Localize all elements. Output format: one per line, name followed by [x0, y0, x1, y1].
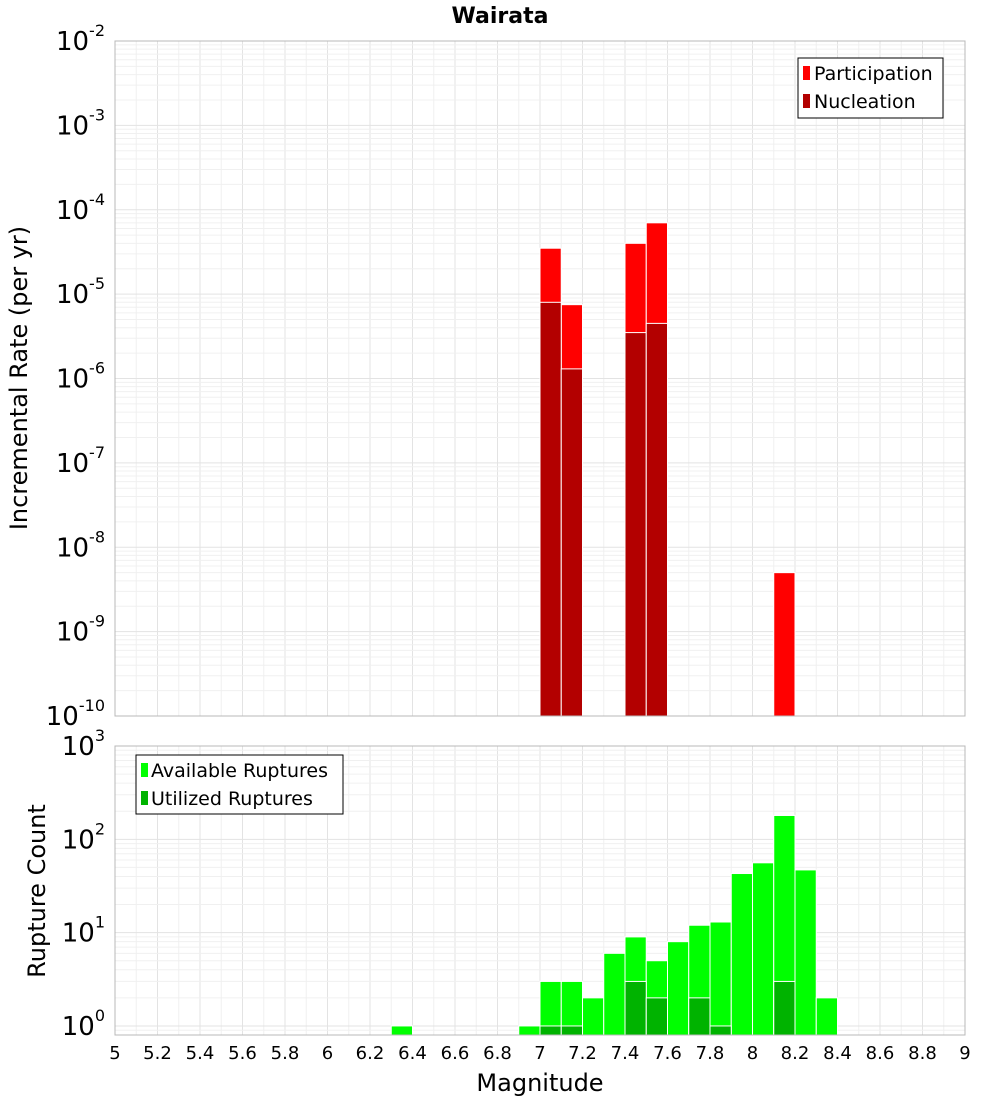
- magnitude-x-tick-label: 8.2: [781, 1043, 810, 1064]
- legend-available-label: Available Ruptures: [151, 760, 328, 782]
- rate-y-axis-label: Incremental Rate (per yr): [5, 226, 33, 530]
- rate-bar-nucleation: [560, 368, 583, 717]
- rate-y-ticks: 10-10 10-9 10-8 10-7 10-6 10-5 10-4 10-3 10-2: [46, 21, 105, 732]
- count-bar-utilized-ruptures: [539, 1025, 562, 1036]
- count-bar-available-ruptures: [709, 921, 732, 1036]
- magnitude-x-tick-label: 6.4: [398, 1043, 427, 1064]
- count-panel: 100 101 102 103 5 5.2 5.4 5.6 5.8 6 6.2 6.4 6.6 6.8 7…: [23, 726, 971, 1097]
- legend-nucleation-swatch: [803, 94, 810, 108]
- count-bar-utilized-ruptures: [688, 997, 711, 1036]
- rate-bar-nucleation: [645, 322, 668, 717]
- magnitude-x-tick-label: 6: [322, 1043, 333, 1064]
- count-bar-available-ruptures: [752, 862, 775, 1036]
- rate-plot-frame: [114, 40, 966, 717]
- rate-y-tick-label: 10-6: [56, 359, 105, 395]
- magnitude-x-tick-label: 7.4: [611, 1043, 640, 1064]
- rate-panel: 10-10 10-9 10-8 10-7 10-6 10-5 10-4 10-3 10-2 In…: [5, 21, 966, 732]
- rate-y-tick-label: 10-2: [56, 21, 105, 57]
- count-bar-available-ruptures: [730, 873, 753, 1036]
- magnitude-x-tick-label: 8.8: [908, 1043, 937, 1064]
- count-bar-available-ruptures: [794, 869, 817, 1036]
- rate-y-tick-label: 10-9: [56, 612, 105, 648]
- count-bar-available-ruptures: [390, 1025, 413, 1036]
- rate-legend: Participation Nucleation: [797, 57, 944, 119]
- count-legend-box: [135, 754, 344, 815]
- legend-participation-swatch: [803, 66, 810, 80]
- magnitude-x-tick-label: 5.8: [271, 1043, 300, 1064]
- chart-title: Wairata: [452, 4, 549, 29]
- count-bar-utilized-ruptures: [624, 980, 647, 1036]
- rate-y-tick-label: 10-7: [56, 443, 105, 479]
- count-bar-available-ruptures: [667, 941, 690, 1036]
- magnitude-x-tick-label: 7.6: [653, 1043, 682, 1064]
- count-y-tick-label: 101: [62, 913, 105, 949]
- count-legend: Available Ruptures Utilized Ruptures: [135, 754, 344, 815]
- count-bar-available-ruptures: [582, 997, 605, 1036]
- legend-utilized-swatch: [141, 791, 148, 805]
- magnitude-x-tick-label: 9: [959, 1043, 970, 1064]
- magnitude-x-tick-label: 6.6: [441, 1043, 470, 1064]
- magnitude-x-tick-label: 5.4: [186, 1043, 215, 1064]
- rate-y-tick-label: 10-4: [56, 190, 105, 226]
- magnitude-x-tick-label: 7: [534, 1043, 545, 1064]
- magnitude-x-ticks: 5 5.2 5.4 5.6 5.8 6 6.2 6.4 6.6 6.8 7 7.2 7.4 7.6 7.8 8…: [109, 1043, 970, 1064]
- rate-legend-box: [797, 57, 944, 119]
- count-bar-utilized-ruptures: [645, 997, 668, 1036]
- magnitude-x-tick-label: 5: [109, 1043, 120, 1064]
- count-bar-available-ruptures: [603, 952, 626, 1036]
- magnitude-x-tick-label: 8: [747, 1043, 758, 1064]
- count-y-tick-label: 102: [62, 819, 105, 855]
- legend-participation-label: Participation: [814, 63, 933, 85]
- count-bar-available-ruptures: [815, 997, 838, 1036]
- legend-available-swatch: [141, 763, 148, 777]
- count-y-tick-label: 103: [62, 726, 105, 762]
- magnitude-x-tick-label: 7.8: [696, 1043, 725, 1064]
- magnitude-x-tick-label: 8.6: [866, 1043, 895, 1064]
- rate-bar-participation: [773, 572, 796, 717]
- magnitude-x-tick-label: 8.4: [823, 1043, 852, 1064]
- legend-nucleation-label: Nucleation: [814, 91, 916, 113]
- count-bar-available-ruptures: [518, 1025, 541, 1036]
- rate-y-tick-label: 10-5: [56, 274, 105, 310]
- magnitude-x-tick-label: 5.6: [228, 1043, 257, 1064]
- magnitude-x-tick-label: 7.2: [568, 1043, 597, 1064]
- legend-utilized-label: Utilized Ruptures: [151, 788, 313, 810]
- rate-bar-nucleation: [624, 332, 647, 717]
- magnitude-x-tick-label: 6.8: [483, 1043, 512, 1064]
- rate-y-tick-label: 10-8: [56, 527, 105, 563]
- count-bar-utilized-ruptures: [773, 980, 796, 1036]
- rate-y-tick-label: 10-3: [56, 105, 105, 141]
- magnitude-x-axis-label: Magnitude: [476, 1069, 603, 1097]
- rate-bar-nucleation: [539, 301, 562, 717]
- count-y-ticks: 100 101 102 103: [62, 726, 105, 1042]
- count-bar-utilized-ruptures: [709, 1025, 732, 1036]
- count-bar-utilized-ruptures: [560, 1025, 583, 1036]
- rupture-count-y-axis-label: Rupture Count: [23, 804, 51, 978]
- count-y-tick-label: 100: [62, 1006, 105, 1042]
- count-plot-frame: [114, 745, 966, 1036]
- magnitude-x-tick-label: 5.2: [143, 1043, 172, 1064]
- magnitude-x-tick-label: 6.2: [356, 1043, 385, 1064]
- rate-y-tick-label: 10-10: [46, 696, 105, 732]
